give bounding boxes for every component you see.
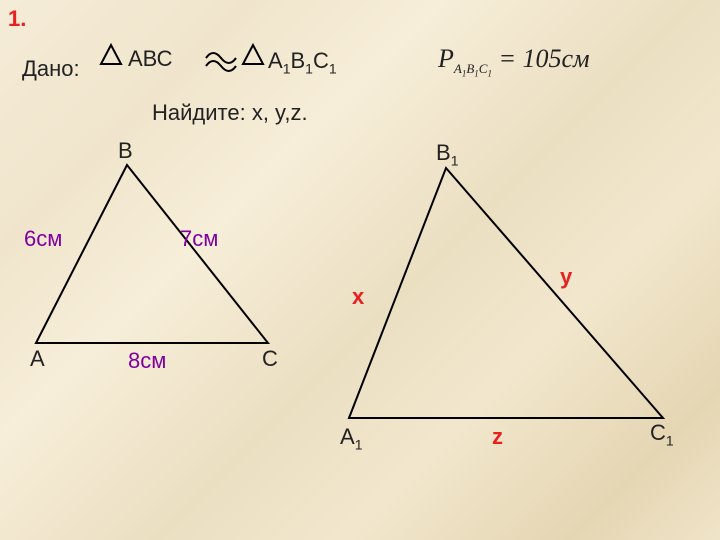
vertex-A: A [30, 346, 45, 372]
side-z-label: z [492, 424, 503, 450]
side-AB-label: 6см [24, 228, 64, 250]
side-AC-label: 8см [128, 350, 168, 372]
side-x-label: x [352, 284, 364, 310]
triangle-abc [36, 165, 268, 343]
vertex-C1-letter: С [650, 420, 666, 445]
vertex-C1-sub: 1 [666, 432, 674, 448]
vertex-C: C [262, 346, 278, 372]
vertex-A1: А1 [340, 424, 362, 452]
vertex-B1-letter: В [436, 140, 451, 165]
side-BC-label: 7см [180, 228, 220, 250]
vertex-B1: В1 [436, 140, 458, 168]
vertex-B1-sub: 1 [451, 152, 459, 168]
vertex-C1: С1 [650, 420, 674, 448]
vertex-A1-sub: 1 [355, 436, 363, 452]
vertex-A1-letter: А [340, 424, 355, 449]
triangles-svg [0, 0, 720, 540]
triangle-a1b1c1 [349, 168, 663, 418]
vertex-B: B [118, 138, 133, 164]
side-y-label: y [560, 264, 572, 290]
